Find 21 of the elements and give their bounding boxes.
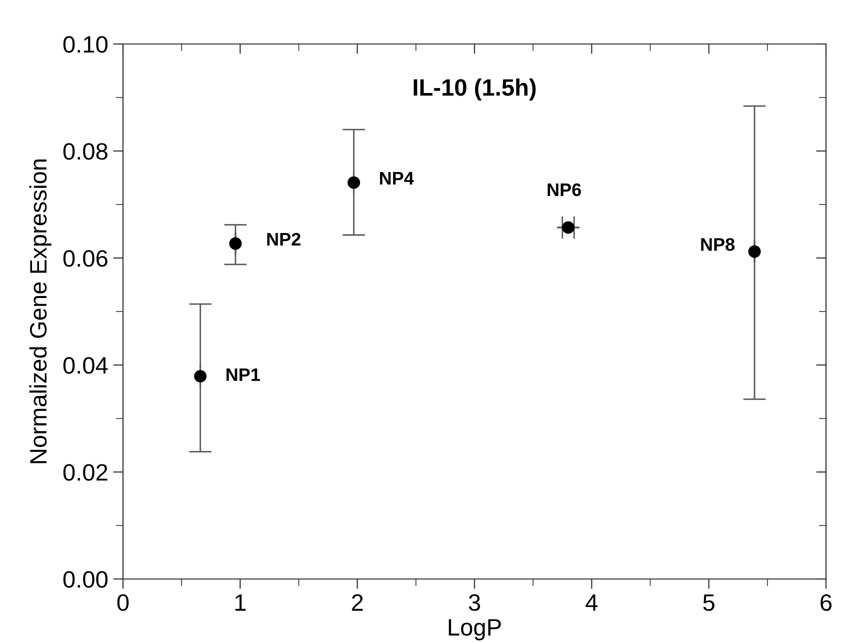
y-tick-label: 0.10 (63, 36, 108, 53)
text: IL-10 (1.5h) (414, 78, 536, 100)
annotation: NP4 (380, 172, 414, 184)
annotation: NP1 (226, 368, 260, 381)
annotation: NP6 (548, 183, 581, 196)
x-tick-label: 1 (235, 594, 246, 611)
annotation: NP2 (267, 232, 300, 246)
x-tick-label: 5 (703, 594, 714, 611)
x-tick-label: 0 (117, 594, 129, 611)
y-tick-label: 0.00 (63, 571, 108, 588)
x-tick-label: 3 (468, 594, 480, 611)
y-tick-label: 0.02 (63, 464, 108, 481)
y-axis-title: Normalized Gene Expression (29, 159, 52, 464)
y-tick-label: 0.08 (63, 143, 108, 160)
x-axis-title: LogP (448, 619, 501, 640)
x-tick-label: 2 (352, 594, 363, 611)
y-tick-label: 0.06 (63, 250, 108, 267)
annotation: NP8 (701, 238, 735, 251)
x-tick-label: 6 (820, 594, 832, 611)
x-tick-label: 4 (586, 594, 598, 611)
y-tick-label: 0.04 (63, 357, 108, 374)
